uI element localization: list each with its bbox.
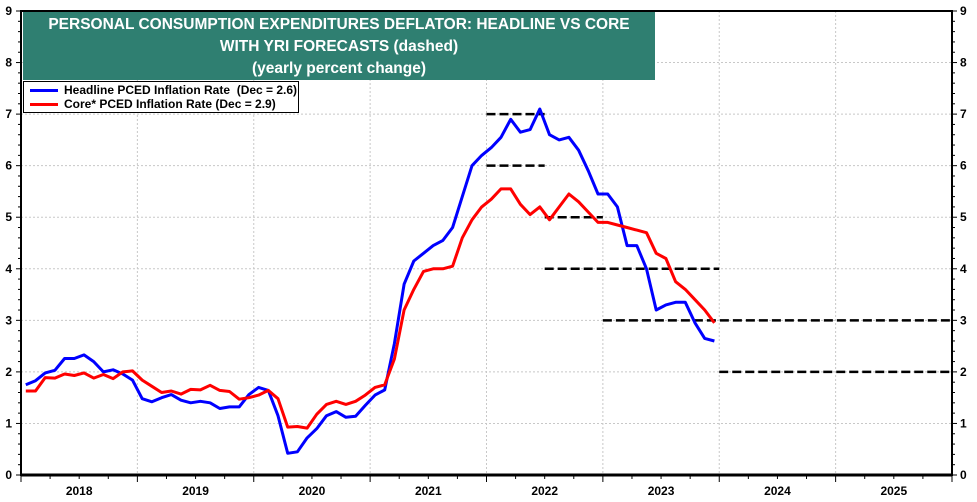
y-tick-label-left: 7 xyxy=(5,107,12,121)
core-series-line xyxy=(25,187,716,430)
y-tick-label-left: 8 xyxy=(5,56,12,70)
y-tick-label-right: 8 xyxy=(960,56,967,70)
legend-swatch-core xyxy=(30,102,58,106)
y-tick-label-left: 3 xyxy=(5,313,12,327)
y-axis-right: 0 1 2 3 4 5 6 7 8 9 xyxy=(952,4,967,482)
x-tick-label: 2023 xyxy=(648,484,675,498)
forecast-lines xyxy=(486,112,952,374)
y-tick-label-right: 7 xyxy=(960,107,967,121)
legend-label-headline: Headline PCED Inflation Rate (Dec = 2.6) xyxy=(64,83,298,97)
y-tick-label-right: 3 xyxy=(960,313,967,327)
chart-title: PERSONAL CONSUMPTION EXPENDITURES DEFLAT… xyxy=(23,12,655,80)
y-tick-label-left: 2 xyxy=(5,365,12,379)
y-tick-label-right: 2 xyxy=(960,365,967,379)
legend-item-headline: Headline PCED Inflation Rate (Dec = 2.6) xyxy=(30,83,298,97)
x-axis: 2018 2019 2020 2021 2022 2023 2024 2025 xyxy=(20,475,953,498)
y-tick-label-right: 9 xyxy=(960,4,967,18)
y-tick-label-left: 4 xyxy=(5,262,12,276)
headline-series-line xyxy=(25,107,715,455)
y-tick-label-left: 1 xyxy=(5,416,12,430)
x-tick-label: 2022 xyxy=(531,484,558,498)
y-tick-label-right: 6 xyxy=(960,159,967,173)
title-line-2: WITH YRI FORECASTS (dashed) xyxy=(219,38,459,55)
y-axis-left: 0 1 2 3 4 5 6 7 8 9 xyxy=(5,4,21,482)
title-line-3: (yearly percent change) xyxy=(251,60,426,77)
x-tick-label: 2018 xyxy=(66,484,93,498)
y-tick-label-left: 0 xyxy=(5,468,12,482)
legend-swatch-headline xyxy=(30,88,58,92)
y-tick-label-right: 1 xyxy=(960,416,967,430)
y-tick-label-left: 5 xyxy=(5,210,12,224)
x-tick-label: 2019 xyxy=(182,484,209,498)
y-tick-label-left: 6 xyxy=(5,159,12,173)
legend: Headline PCED Inflation Rate (Dec = 2.6)… xyxy=(23,81,299,113)
title-line-1: PERSONAL CONSUMPTION EXPENDITURES DEFLAT… xyxy=(48,16,630,33)
y-tick-label-left: 9 xyxy=(5,4,12,18)
legend-item-core: Core* PCED Inflation Rate (Dec = 2.9) xyxy=(30,97,298,111)
y-tick-label-right: 4 xyxy=(960,262,967,276)
x-tick-label: 2025 xyxy=(880,484,907,498)
x-tick-label: 2024 xyxy=(764,484,791,498)
x-tick-label: 2020 xyxy=(299,484,326,498)
y-tick-label-right: 5 xyxy=(960,210,967,224)
x-tick-label: 2021 xyxy=(415,484,442,498)
series-lines xyxy=(25,107,716,455)
legend-label-core: Core* PCED Inflation Rate (Dec = 2.9) xyxy=(64,97,276,111)
y-tick-label-right: 0 xyxy=(960,468,967,482)
